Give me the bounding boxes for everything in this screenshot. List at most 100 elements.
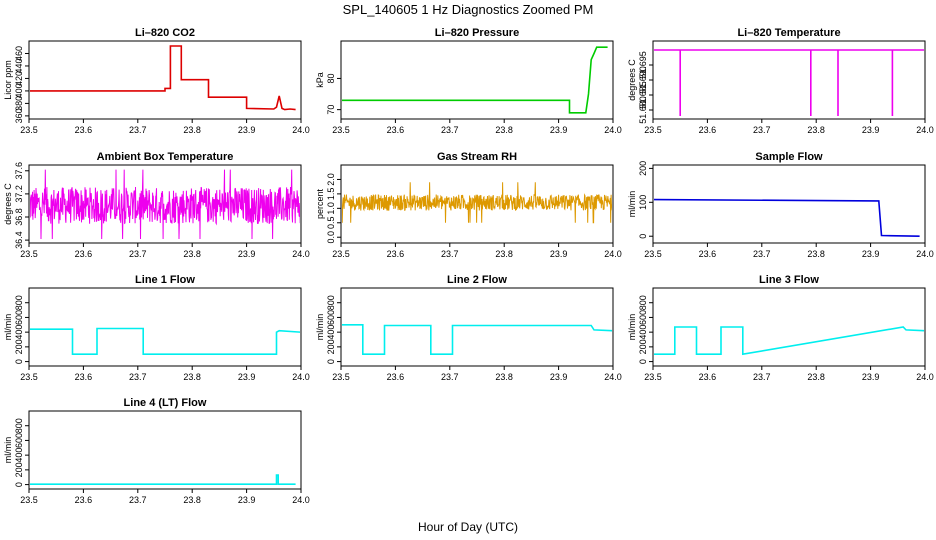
series-line-pressure (342, 46, 608, 114)
x-tick-label: 23.5 (644, 372, 662, 382)
y-tick-label: 460 (14, 46, 24, 61)
x-tick-label: 24.0 (916, 372, 934, 382)
plot-frame (28, 287, 302, 367)
series-line-line1 (30, 327, 300, 356)
y-axis-label: ml/min (627, 314, 637, 341)
figure-x-axis-label: Hour of Day (UTC) (418, 520, 518, 534)
x-tick-label: 23.8 (183, 372, 201, 382)
x-tick-label: 23.5 (20, 495, 38, 505)
y-tick-label: 800 (638, 295, 648, 310)
x-tick-label: 23.6 (387, 125, 405, 135)
y-tick-label: 0 (326, 359, 336, 364)
y-tick-label: 51.685 (638, 81, 648, 109)
x-tick-label: 23.6 (75, 495, 93, 505)
y-tick-label: 400 (326, 325, 336, 340)
y-tick-label: 80 (326, 73, 336, 83)
y-tick-label: 800 (14, 295, 24, 310)
plot-frame (340, 40, 614, 120)
panel-title: Li–820 Pressure (435, 27, 519, 39)
x-tick-label: 23.7 (753, 249, 771, 259)
y-tick-label: 380 (14, 96, 24, 111)
y-tick-label: 600 (14, 433, 24, 448)
panel-title: Line 1 Flow (135, 274, 195, 286)
y-tick-label: 200 (638, 339, 648, 354)
y-axis-label: Licor ppm (3, 60, 13, 100)
plot-frame (652, 287, 926, 367)
y-tick-label: 0 (638, 234, 648, 239)
x-tick-label: 23.9 (238, 495, 256, 505)
x-tick-label: 23.9 (238, 125, 256, 135)
x-tick-label: 23.5 (332, 125, 350, 135)
panel-title: Line 3 Flow (759, 274, 819, 286)
panel-title: Li–820 CO2 (135, 27, 195, 39)
series-line-box_temp (30, 169, 300, 240)
x-tick-label: 24.0 (604, 125, 622, 135)
series-line-sample_flow (654, 198, 920, 237)
series-line-rh (342, 182, 612, 224)
x-tick-label: 23.8 (495, 372, 513, 382)
y-tick-label: 800 (14, 418, 24, 433)
y-tick-label: 36.4 (14, 231, 24, 249)
x-tick-label: 23.5 (20, 249, 38, 259)
x-tick-label: 23.6 (75, 249, 93, 259)
series-line-li_temp (654, 49, 924, 116)
series-line-line4 (30, 474, 296, 486)
panel-title: Line 2 Flow (447, 274, 507, 286)
y-tick-label: 0.0 (326, 231, 336, 244)
plot-frame (28, 164, 302, 244)
x-tick-label: 23.5 (332, 249, 350, 259)
y-tick-label: 600 (14, 310, 24, 325)
x-tick-label: 23.6 (75, 125, 93, 135)
x-tick-label: 23.9 (550, 125, 568, 135)
panel-sample_flow: Sample Flow 23.5 23.6 23.7 23.8 23.9 24.0 0 100 2… (627, 151, 934, 259)
x-tick-label: 23.8 (807, 125, 825, 135)
y-tick-label: 2.0 (326, 173, 336, 186)
x-tick-label: 23.6 (699, 249, 717, 259)
x-tick-label: 23.7 (129, 249, 147, 259)
x-tick-label: 24.0 (292, 125, 310, 135)
y-tick-label: 51.695 (638, 51, 648, 79)
y-tick-label: 400 (14, 448, 24, 463)
x-tick-label: 23.7 (129, 125, 147, 135)
x-tick-label: 23.7 (753, 125, 771, 135)
x-tick-label: 23.7 (753, 372, 771, 382)
x-tick-label: 23.8 (183, 495, 201, 505)
y-tick-label: 0 (14, 482, 24, 487)
panel-line2: Line 2 Flow 23.5 23.6 23.7 23.8 23.9 24.0 0 2004… (315, 274, 622, 382)
x-tick-label: 23.5 (332, 372, 350, 382)
y-tick-label: 420 (14, 71, 24, 86)
y-tick-label: 51.680 (638, 96, 648, 124)
y-tick-label: 400 (14, 325, 24, 340)
x-tick-label: 23.5 (20, 125, 38, 135)
x-tick-label: 23.9 (862, 249, 880, 259)
y-tick-label: 36.8 (14, 208, 24, 226)
x-tick-label: 24.0 (604, 372, 622, 382)
y-axis-label: percent (315, 188, 325, 219)
x-tick-label: 23.6 (699, 125, 717, 135)
x-tick-label: 23.7 (441, 372, 459, 382)
y-tick-label: 440 (14, 58, 24, 73)
x-tick-label: 23.8 (495, 249, 513, 259)
y-axis-label: degrees C (3, 183, 13, 225)
y-tick-label: 37.2 (14, 185, 24, 203)
x-tick-label: 23.9 (550, 249, 568, 259)
y-tick-label: 0.5 (326, 217, 336, 230)
y-axis-label: ml/min (627, 191, 637, 218)
y-tick-label: 70 (326, 105, 336, 115)
x-tick-label: 23.6 (75, 372, 93, 382)
panel-rh: Gas Stream RH 23.5 23.6 23.7 23.8 23.9 24.0 0.0… (315, 151, 622, 259)
y-tick-label: 200 (14, 462, 24, 477)
plot-frame (28, 410, 302, 490)
x-tick-label: 23.9 (862, 125, 880, 135)
x-tick-label: 24.0 (916, 249, 934, 259)
panel-title: Line 4 (LT) Flow (124, 397, 207, 409)
x-tick-label: 23.7 (129, 495, 147, 505)
series-line-line2 (342, 323, 612, 356)
y-tick-label: 100 (638, 195, 648, 210)
y-tick-label: 600 (326, 310, 336, 325)
x-tick-label: 23.9 (238, 372, 256, 382)
y-tick-label: 37.6 (14, 162, 24, 180)
panel-co2: Li–820 CO2 23.5 23.6 23.7 23.8 23.9 24.0 360380… (3, 27, 310, 135)
y-tick-label: 200 (14, 339, 24, 354)
x-tick-label: 23.9 (862, 372, 880, 382)
